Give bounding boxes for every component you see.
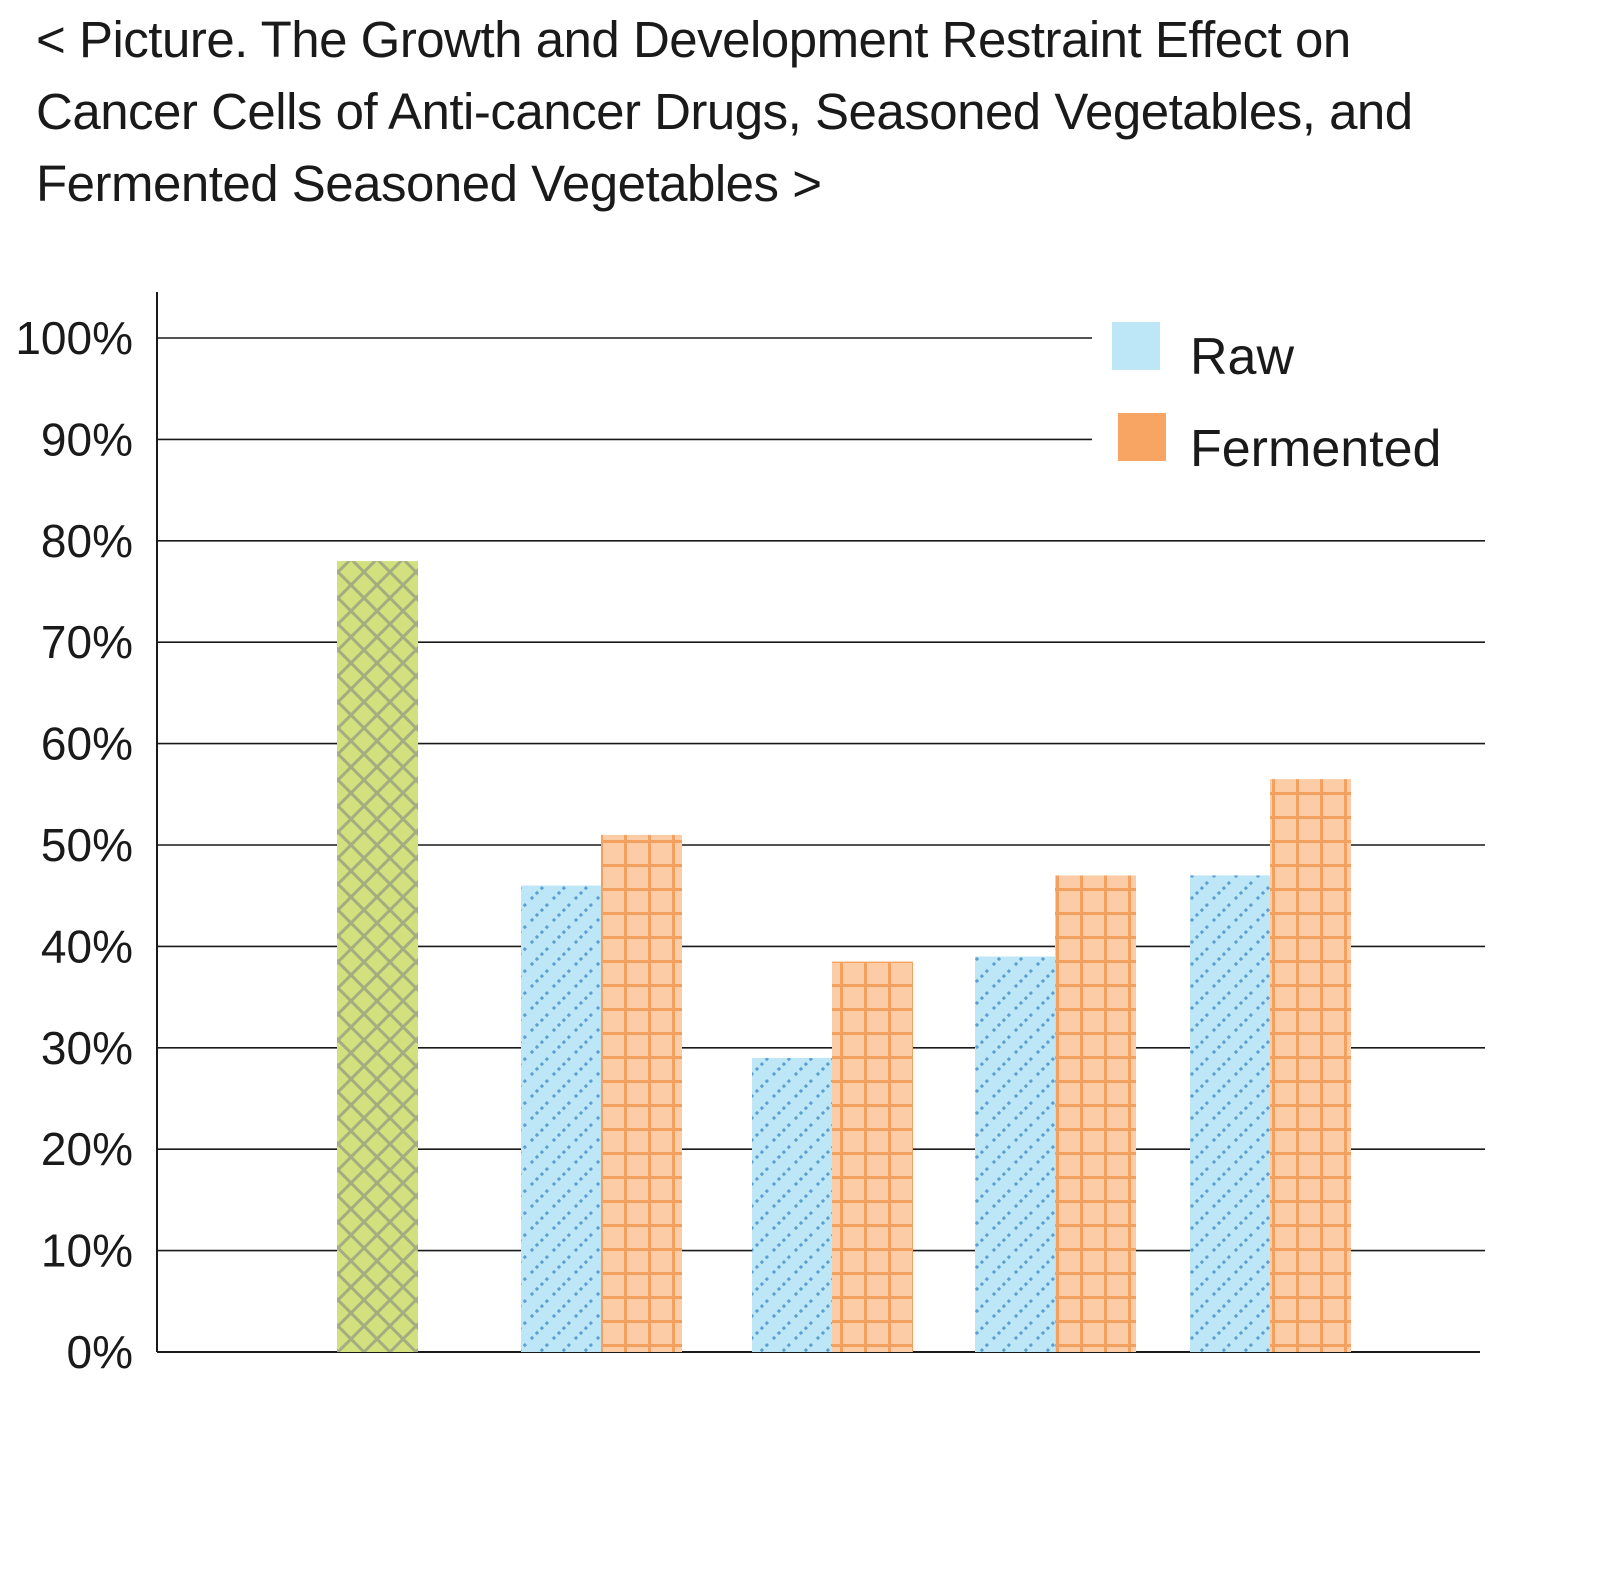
y-tick-label-60: 60% xyxy=(41,718,133,770)
chart-title-line-3: Fermented Seasoned Vegetables > xyxy=(36,155,822,212)
y-tick-labels: 0% 10% 20% 30% 40% 50% 60% 70% 80% 90% 100% xyxy=(15,312,133,1378)
y-tick-label-40: 40% xyxy=(41,920,133,972)
y-tick-label-80: 80% xyxy=(41,515,133,567)
bar-raw-1 xyxy=(521,885,601,1352)
chart-title-line-1: < Picture. The Growth and Development Re… xyxy=(36,11,1351,68)
bar-fermented-4 xyxy=(1270,779,1351,1352)
y-tick-label-50: 50% xyxy=(41,819,133,871)
y-tick-label-10: 10% xyxy=(41,1225,133,1277)
bar-fermented-1 xyxy=(601,834,682,1352)
legend-swatch-fermented xyxy=(1118,413,1166,461)
y-tick-label-100: 100% xyxy=(15,312,133,364)
chart-title-line-2: Cancer Cells of Anti-cancer Drugs, Seaso… xyxy=(36,83,1413,140)
legend-swatch-raw xyxy=(1112,322,1160,370)
y-tick-label-20: 20% xyxy=(41,1123,133,1175)
y-tick-label-30: 30% xyxy=(41,1022,133,1074)
y-tick-label-0: 0% xyxy=(67,1326,133,1378)
bar-fermented-2 xyxy=(832,961,913,1352)
y-tick-label-90: 90% xyxy=(41,413,133,465)
bar-raw-4 xyxy=(1190,875,1270,1352)
legend-label-raw: Raw xyxy=(1190,328,1294,386)
chart-title: < Picture. The Growth and Development Re… xyxy=(36,4,1596,220)
bar-raw-2 xyxy=(752,1057,832,1352)
bar-raw-3 xyxy=(975,956,1055,1352)
bars xyxy=(337,561,1351,1352)
legend-label-fermented: Fermented xyxy=(1190,420,1441,478)
legend: Raw Fermented xyxy=(1112,322,1441,478)
bar-fermented-3 xyxy=(1055,875,1136,1352)
bar-single-0 xyxy=(337,561,418,1352)
y-tick-label-70: 70% xyxy=(41,616,133,668)
